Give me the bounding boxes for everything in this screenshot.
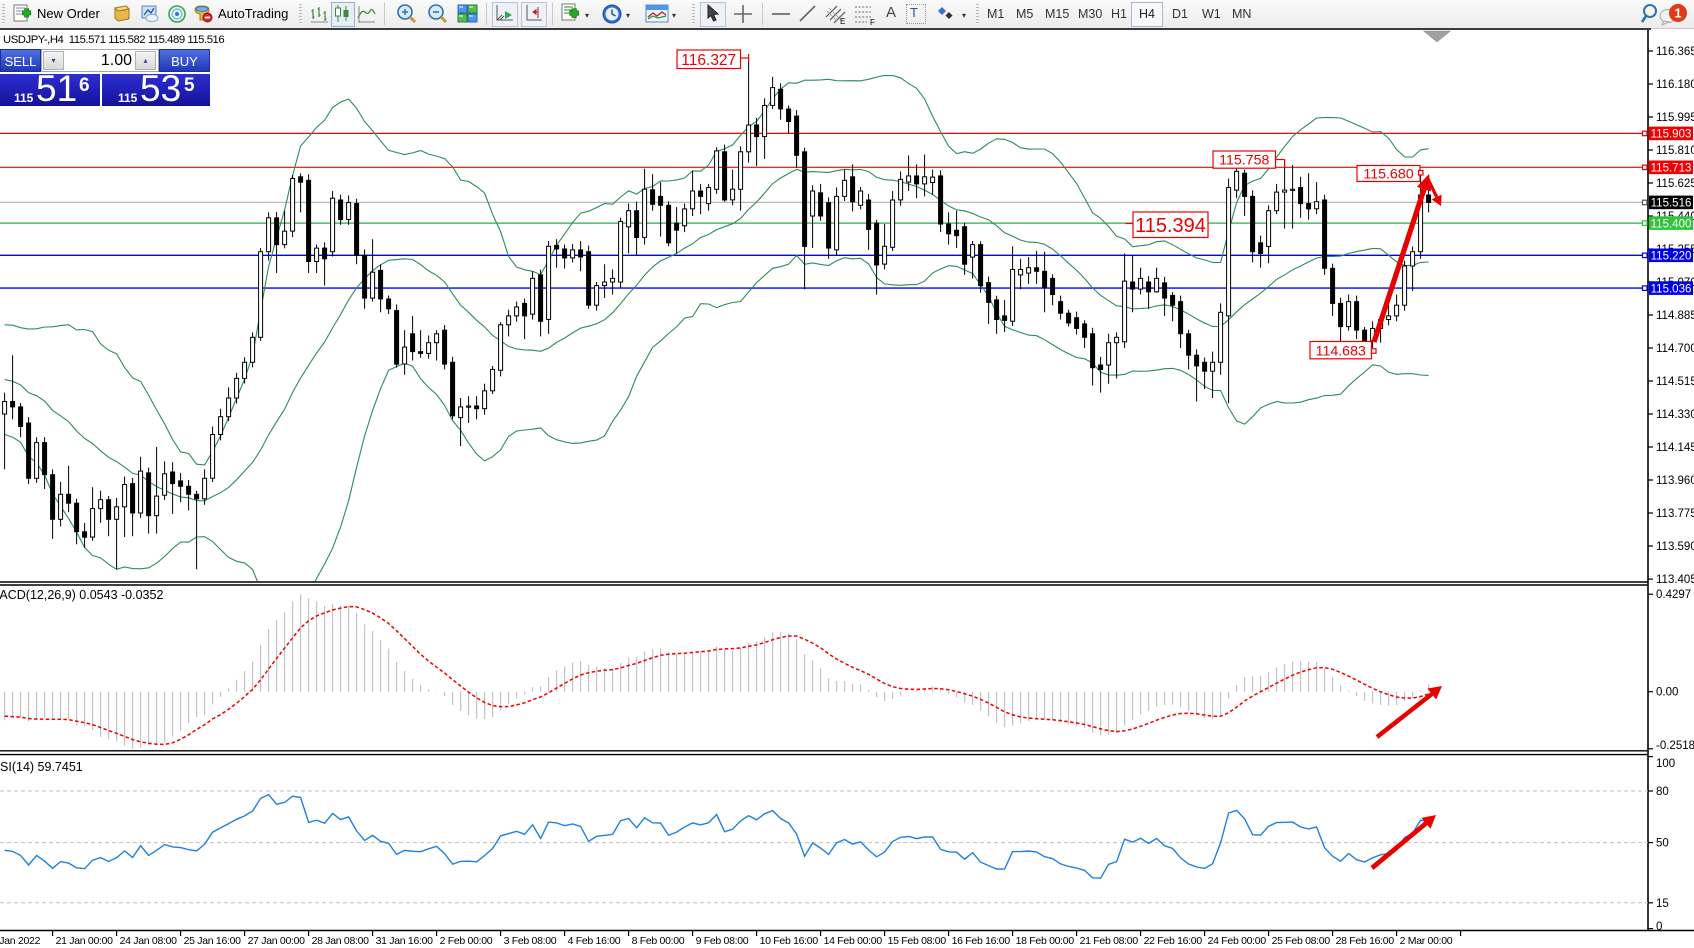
svg-text:80: 80	[1656, 786, 1669, 798]
svg-text:-0.2518: -0.2518	[1656, 740, 1694, 752]
svg-text:114.145: 114.145	[1656, 442, 1694, 454]
svg-text:100: 100	[1656, 758, 1675, 770]
svg-text:F: F	[870, 18, 875, 26]
svg-text:115.680: 115.680	[1363, 167, 1413, 183]
svg-text:115.400: 115.400	[1651, 218, 1692, 230]
svg-text:10 Feb 16:00: 10 Feb 16:00	[760, 935, 819, 947]
svg-text:115.625: 115.625	[1656, 178, 1694, 190]
svg-text:2 Feb 00:00: 2 Feb 00:00	[440, 935, 493, 947]
svg-text:113.775: 113.775	[1656, 508, 1694, 520]
svg-text:115.036: 115.036	[1651, 283, 1692, 295]
svg-text:114.515: 114.515	[1656, 376, 1694, 388]
svg-text:116.365: 116.365	[1656, 46, 1694, 58]
svg-text:15: 15	[1656, 898, 1669, 910]
svg-text:3 Feb 08:00: 3 Feb 08:00	[504, 935, 557, 947]
svg-text:115.810: 115.810	[1656, 145, 1694, 157]
svg-text:28 Feb 16:00: 28 Feb 16:00	[1336, 935, 1395, 947]
svg-text:114.700: 114.700	[1656, 343, 1694, 355]
svg-text:21 Feb 08:00: 21 Feb 08:00	[1080, 935, 1139, 947]
svg-text:25 Jan 16:00: 25 Jan 16:00	[184, 935, 242, 947]
svg-text:RSI(14) 59.7451: RSI(14) 59.7451	[0, 760, 83, 774]
svg-text:9 Feb 08:00: 9 Feb 08:00	[696, 935, 749, 947]
svg-text:18 Feb 00:00: 18 Feb 00:00	[1016, 935, 1075, 947]
svg-text:25 Feb 08:00: 25 Feb 08:00	[1272, 935, 1331, 947]
svg-text:115.758: 115.758	[1219, 153, 1269, 169]
svg-text:28 Jan 08:00: 28 Jan 08:00	[312, 935, 370, 947]
svg-text:0.4297: 0.4297	[1656, 589, 1691, 601]
svg-text:115.713: 115.713	[1651, 163, 1692, 175]
svg-text:115.995: 115.995	[1656, 112, 1694, 124]
svg-text:14 Feb 00:00: 14 Feb 00:00	[824, 935, 883, 947]
svg-text:31 Jan 16:00: 31 Jan 16:00	[376, 935, 434, 947]
svg-text:114.885: 114.885	[1656, 310, 1694, 322]
svg-text:27 Jan 00:00: 27 Jan 00:00	[248, 935, 306, 947]
svg-text:4 Feb 16:00: 4 Feb 16:00	[568, 935, 621, 947]
svg-text:20 Jan 2022: 20 Jan 2022	[0, 935, 41, 947]
svg-text:50: 50	[1656, 838, 1669, 850]
svg-text:114.330: 114.330	[1656, 409, 1694, 421]
svg-text:115.516: 115.516	[1651, 198, 1692, 210]
svg-text:113.960: 113.960	[1656, 475, 1694, 487]
svg-text:116.327: 116.327	[681, 52, 736, 69]
svg-text:16 Feb 16:00: 16 Feb 16:00	[952, 935, 1011, 947]
svg-text:114.683: 114.683	[1316, 343, 1366, 359]
svg-text:USDJPY-,H4 115.571 115.582 11: USDJPY-,H4 115.571 115.582 115.489 115.5…	[3, 34, 224, 46]
svg-text:22 Feb 16:00: 22 Feb 16:00	[1144, 935, 1203, 947]
svg-text:0.00: 0.00	[1656, 687, 1678, 699]
svg-text:116.180: 116.180	[1656, 79, 1694, 91]
svg-text:E: E	[840, 17, 845, 26]
svg-text:113.590: 113.590	[1656, 541, 1694, 553]
svg-text:21 Jan 00:00: 21 Jan 00:00	[56, 935, 114, 947]
svg-text:115.220: 115.220	[1651, 251, 1692, 263]
svg-text:8 Feb 00:00: 8 Feb 00:00	[632, 935, 685, 947]
svg-text:24 Feb 00:00: 24 Feb 00:00	[1208, 935, 1267, 947]
svg-text:15 Feb 08:00: 15 Feb 08:00	[888, 935, 947, 947]
svg-text:MACD(12,26,9) 0.0543 -0.0352: MACD(12,26,9) 0.0543 -0.0352	[0, 588, 163, 602]
svg-text:115.903: 115.903	[1651, 129, 1692, 141]
svg-text:113.405: 113.405	[1656, 574, 1694, 586]
svg-text:2 Mar 00:00: 2 Mar 00:00	[1400, 935, 1453, 947]
svg-text:0: 0	[1656, 921, 1662, 933]
svg-text:115.394: 115.394	[1135, 215, 1206, 237]
svg-text:1: 1	[1674, 6, 1681, 21]
svg-text:24 Jan 08:00: 24 Jan 08:00	[120, 935, 178, 947]
